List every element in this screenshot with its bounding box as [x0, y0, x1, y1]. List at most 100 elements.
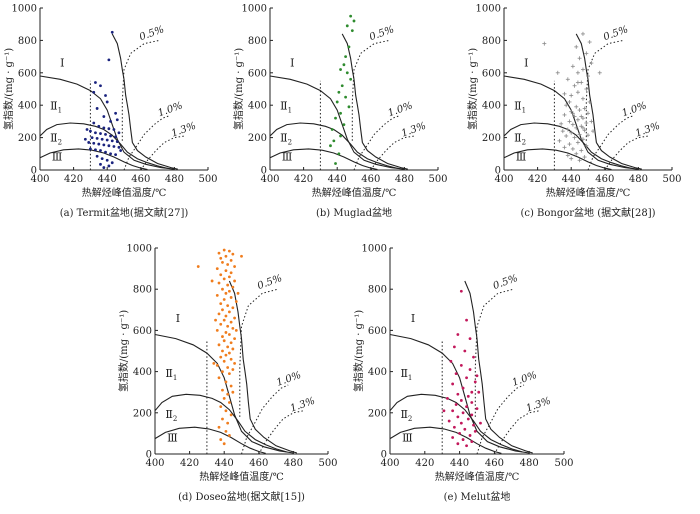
data-point — [94, 81, 97, 84]
ro-line — [241, 384, 289, 455]
data-point — [114, 111, 117, 115]
data-point — [109, 120, 112, 123]
data-point — [339, 134, 342, 138]
y-tick-label: 0 — [381, 450, 387, 461]
data-point — [231, 368, 235, 371]
ro-label: 0.5% — [256, 273, 284, 292]
data-point — [221, 261, 224, 264]
data-point — [564, 133, 569, 138]
data-point — [226, 304, 230, 308]
data-point — [574, 44, 579, 49]
y-tick-label: 1000 — [127, 244, 152, 255]
ro-line — [476, 384, 525, 455]
zone-label: Ⅲ — [167, 432, 178, 445]
data-point — [221, 370, 224, 373]
data-point — [109, 152, 112, 156]
data-point — [470, 440, 474, 444]
data-point — [114, 135, 117, 139]
data-point — [451, 382, 455, 386]
data-point — [222, 248, 226, 252]
x-tick-label: 460 — [249, 458, 268, 469]
zone-label: Ⅱ2 — [400, 408, 412, 423]
x-tick-label: 500 — [318, 458, 337, 469]
zone-label: Ⅱ2 — [165, 408, 177, 423]
y-tick-label: 200 — [18, 133, 37, 144]
x-tick-label: 500 — [554, 458, 573, 469]
x-axis-label: 热解烃峰值温度/℃ — [199, 470, 284, 483]
panel-caption: (b) Muglad盆地 — [316, 206, 392, 219]
boundary-i-i1-curve — [503, 75, 639, 170]
data-point — [231, 326, 235, 330]
data-point — [459, 289, 463, 293]
data-point — [555, 70, 560, 75]
y-tick-label: 600 — [482, 68, 501, 79]
data-point — [577, 132, 582, 137]
data-point — [352, 19, 356, 23]
data-point — [231, 285, 235, 289]
boundary-i-curve — [341, 33, 408, 170]
data-point — [582, 128, 587, 133]
data-point — [582, 155, 587, 160]
data-point — [219, 355, 223, 359]
data-point — [584, 51, 589, 56]
boundary-i-i2-curve — [39, 122, 168, 169]
x-tick-label: 460 — [595, 174, 614, 185]
data-point — [567, 142, 572, 147]
data-point — [233, 265, 236, 268]
data-point — [97, 124, 101, 128]
data-point — [95, 137, 99, 140]
data-point — [87, 141, 91, 144]
ro-line — [585, 39, 624, 141]
data-point — [234, 300, 238, 303]
panel-caption: (c) Bongor盆地 (据文献[28]) — [520, 206, 655, 219]
data-point — [94, 148, 97, 152]
data-point — [227, 351, 231, 355]
data-point — [470, 390, 474, 394]
data-point — [104, 132, 107, 136]
data-point — [215, 329, 219, 332]
zone-label: Ⅱ2 — [50, 132, 62, 147]
data-point — [477, 390, 481, 394]
y-tick-label: 600 — [368, 326, 387, 337]
data-point — [586, 111, 590, 116]
ro-label: 1.0% — [387, 100, 415, 119]
data-point — [542, 41, 547, 46]
data-point — [226, 366, 230, 369]
data-point — [227, 289, 231, 293]
data-point — [475, 374, 479, 378]
data-point — [580, 67, 585, 72]
data-point — [570, 64, 575, 69]
data-point — [222, 359, 226, 363]
data-point — [574, 104, 579, 109]
x-axis-label: 热解烃峰值温度/℃ — [82, 186, 167, 199]
data-point — [580, 31, 585, 36]
y-axis-label: 氢指数/(mg · g⁻¹) — [466, 48, 479, 130]
data-point — [579, 80, 584, 85]
zone-label: Ⅱ2 — [280, 132, 292, 147]
y-axis-label: 氢指数/(mg · g⁻¹) — [232, 48, 245, 130]
data-point — [349, 14, 353, 18]
x-tick-label: 460 — [485, 458, 504, 469]
zone-label: Ⅰ — [176, 312, 180, 325]
boundary-i-curve — [228, 280, 298, 454]
x-tick-label: 420 — [415, 458, 434, 469]
data-point — [215, 267, 219, 270]
data-point — [215, 364, 219, 367]
ro-line — [258, 410, 304, 455]
data-point — [227, 333, 231, 336]
data-point — [112, 145, 116, 148]
zone-label: Ⅰ — [60, 56, 64, 69]
ro-label: 1.3% — [634, 121, 662, 140]
data-point — [233, 316, 236, 320]
data-point — [229, 296, 233, 299]
data-point — [217, 376, 221, 380]
ro-label: 1.0% — [621, 100, 649, 119]
data-point — [569, 93, 574, 98]
data-point — [221, 388, 224, 392]
data-point — [196, 265, 200, 268]
data-point — [461, 411, 465, 415]
data-point — [461, 386, 465, 390]
data-point — [234, 329, 238, 332]
data-point — [465, 318, 468, 322]
data-point — [329, 144, 332, 148]
